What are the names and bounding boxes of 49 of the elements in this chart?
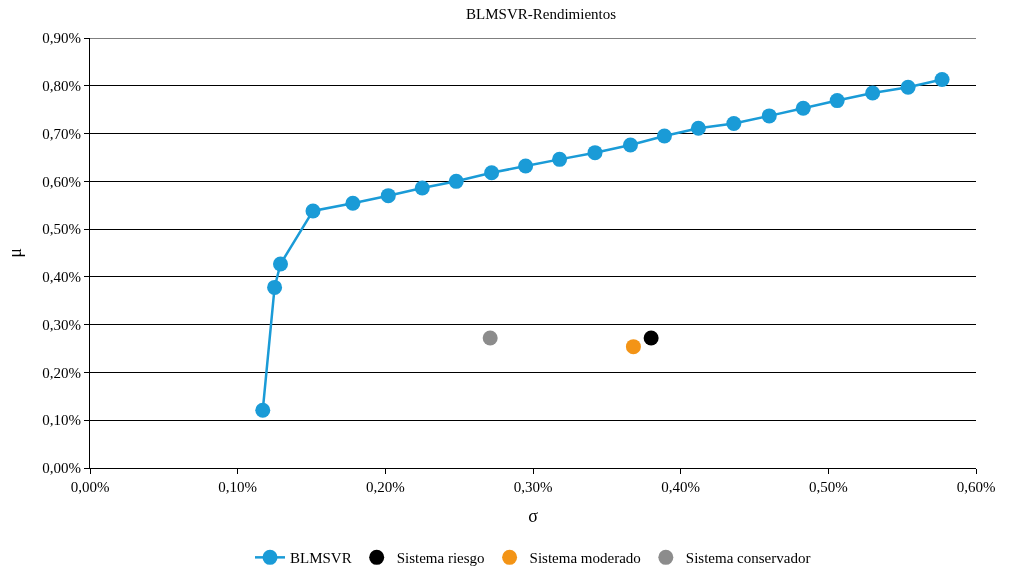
point (414, 180, 430, 196)
point (900, 79, 916, 95)
point (552, 151, 568, 167)
x-tick-label: 0,00% (70, 479, 110, 495)
y-axis-title: μ (5, 248, 26, 258)
y-tick-label: 0,10% (42, 412, 81, 429)
point (484, 165, 500, 181)
y-tick-label: 0,40% (42, 269, 81, 286)
legend-label: Sistema riesgo (396, 550, 485, 567)
x-tick-label: 0,40% (661, 479, 701, 495)
x-tick-label: 0,30% (513, 479, 553, 495)
point (829, 93, 845, 109)
y-tick-label: 0,30% (42, 316, 81, 333)
point (622, 137, 638, 153)
point (656, 128, 672, 144)
point (305, 203, 321, 219)
y-tick-label: 0,00% (42, 460, 81, 477)
y-tick-label: 0,70% (42, 125, 81, 142)
x-tick-label: 0,60% (956, 479, 996, 495)
point (587, 145, 603, 161)
x-tick-label: 0,20% (365, 479, 405, 495)
point (482, 330, 498, 346)
point (625, 339, 641, 355)
y-tick-label: 0,90% (42, 30, 81, 47)
point (690, 120, 706, 136)
y-tick-label: 0,80% (42, 78, 81, 95)
x-tick-label: 0,50% (808, 479, 848, 495)
y-tick-label: 0,50% (42, 221, 81, 238)
legend-label: Sistema moderado (529, 550, 641, 567)
y-tick-label: 0,60% (42, 173, 81, 190)
point (448, 173, 464, 189)
y-tick-label: 0,20% (42, 364, 81, 381)
point (795, 100, 811, 116)
x-tick-label: 0,10% (218, 479, 258, 495)
point (518, 158, 534, 174)
legend-label: BLMSVR (290, 550, 352, 567)
legend-label: Sistema conservador (685, 550, 811, 567)
point (761, 108, 777, 124)
point (865, 85, 881, 101)
point (934, 72, 950, 88)
x-axis-title: σ (528, 506, 539, 527)
point (380, 188, 396, 204)
point (273, 256, 288, 272)
point (255, 402, 271, 418)
point (345, 195, 361, 211)
point (726, 116, 742, 132)
point (267, 279, 283, 295)
chart-title: BLMSVR-Rendimientos (466, 6, 617, 23)
point (643, 330, 659, 346)
